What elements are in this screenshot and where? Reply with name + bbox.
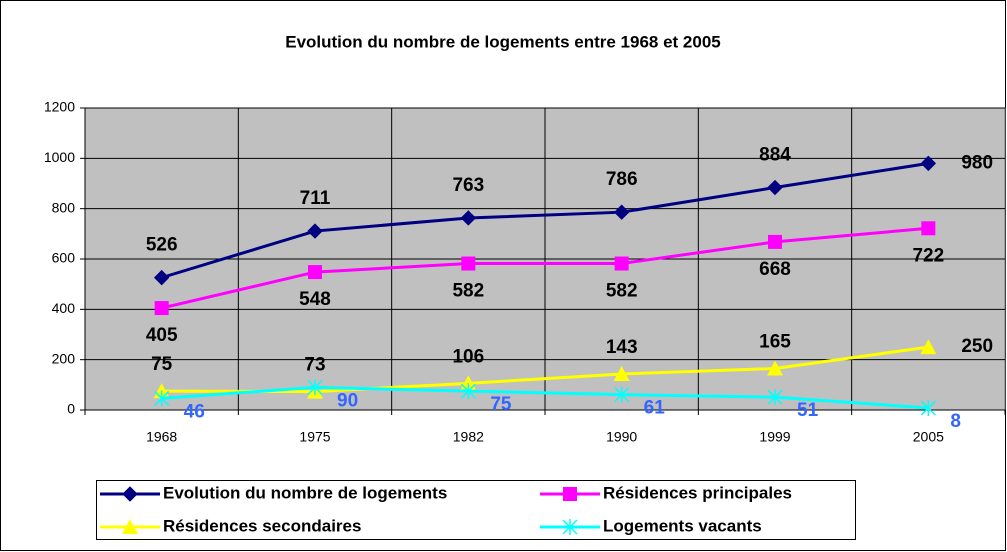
series-line: [161, 345, 929, 394]
data-label: 90: [337, 390, 358, 411]
data-label: 668: [759, 259, 791, 280]
marker: [460, 210, 477, 226]
y-tick-label: 1000: [44, 149, 75, 165]
data-label: 75: [151, 354, 173, 375]
marker: [614, 256, 629, 271]
legend-entry: Résidences principales: [540, 483, 792, 502]
data-label: 763: [452, 175, 484, 196]
x-tick-label: 1999: [759, 429, 790, 445]
data-label: 711: [300, 188, 331, 209]
series: 405 548 582 582 668 722: [146, 221, 944, 346]
marker: [613, 366, 630, 382]
marker: [308, 265, 322, 280]
marker: [921, 221, 936, 236]
series-line: [161, 385, 929, 410]
legend-entry: Résidences secondaires: [100, 516, 361, 535]
data-label: 722: [912, 245, 944, 266]
data-label: 980: [961, 152, 993, 173]
marker: [920, 339, 937, 355]
data-label: 405: [146, 325, 178, 346]
x-tick-label: 2005: [913, 429, 944, 445]
marker: [154, 301, 169, 316]
data-label: 61: [644, 398, 666, 419]
data-label: 73: [304, 355, 325, 376]
marker: [920, 155, 937, 172]
marker: [122, 486, 138, 502]
x-tick-label: 1990: [606, 429, 637, 445]
legend-entry: Logements vacants: [540, 516, 762, 535]
marker: [460, 383, 476, 400]
data-label: 582: [606, 281, 638, 302]
series-line: [161, 226, 929, 310]
x-tick-label: 1968: [146, 429, 177, 445]
marker: [153, 269, 170, 286]
marker: [767, 360, 783, 376]
marker: [613, 204, 630, 220]
y-tick-label: 0: [67, 401, 75, 417]
data-label: 46: [184, 401, 205, 422]
chart-title: Evolution du nombre de logements entre 1…: [285, 32, 721, 51]
series-line: [161, 161, 929, 280]
data-label: 250: [961, 336, 993, 357]
y-tick-label: 800: [52, 199, 76, 215]
x-tick-label: 1982: [453, 429, 484, 445]
marker: [461, 256, 476, 271]
y-tick-label: 400: [52, 300, 76, 316]
data-label: 548: [299, 289, 331, 310]
legend-entry: Evolution du nombre de logements: [100, 483, 447, 502]
marker: [614, 386, 630, 403]
marker: [562, 519, 578, 535]
legend-label: Résidences principales: [603, 483, 792, 502]
marker: [920, 399, 936, 416]
y-tick-label: 1200: [44, 99, 75, 115]
x-tick-label: 1975: [299, 429, 330, 445]
data-label: 143: [606, 337, 638, 358]
legend-label: Logements vacants: [603, 516, 762, 535]
series: 75 73 106 143 165 250: [151, 331, 993, 399]
legend-label: Evolution du nombre de logements: [163, 483, 447, 502]
data-label: 75: [490, 394, 512, 415]
marker: [767, 179, 783, 196]
y-tick-label: 200: [52, 350, 76, 366]
y-tick-label: 600: [52, 250, 76, 266]
data-label: 786: [606, 169, 638, 190]
marker: [122, 519, 138, 534]
data-label: 526: [146, 235, 178, 256]
marker: [307, 223, 323, 239]
data-label: 884: [759, 145, 791, 166]
data-label: 51: [797, 400, 819, 421]
marker: [563, 487, 577, 501]
marker: [767, 389, 783, 406]
data-label: 582: [452, 281, 484, 302]
legend: [96, 480, 856, 540]
data-label: 165: [759, 331, 791, 352]
data-label: 106: [452, 346, 484, 367]
marker: [307, 379, 323, 396]
data-label: 8: [950, 411, 961, 432]
series: 526 711 763 786 884 980: [146, 145, 993, 286]
marker: [154, 390, 170, 407]
series: 46 90 75 61 51 8: [154, 379, 961, 432]
legend-label: Résidences secondaires: [163, 516, 361, 535]
marker: [768, 234, 782, 249]
